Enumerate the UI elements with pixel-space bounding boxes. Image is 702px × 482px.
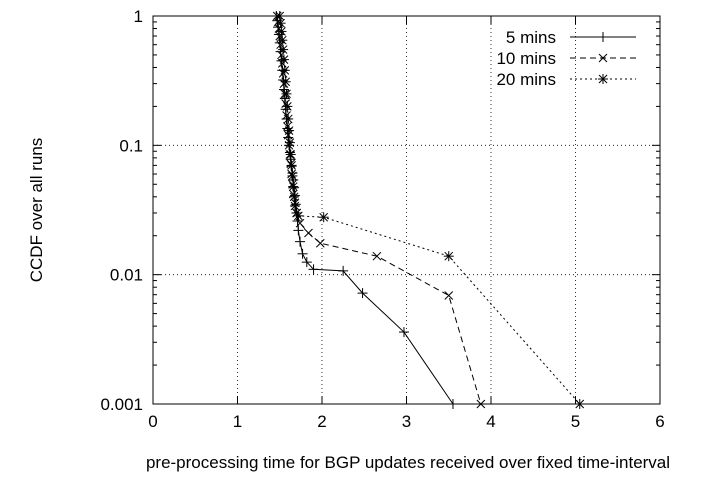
data-point — [275, 18, 286, 29]
plot-frame — [152, 15, 661, 405]
data-point — [318, 212, 329, 223]
data-point — [284, 125, 295, 136]
y-tick-label: 0.001 — [100, 395, 143, 414]
data-point — [286, 160, 297, 171]
data-point — [293, 225, 304, 236]
legend-label: 5 mins — [506, 28, 556, 47]
series-layer — [271, 11, 585, 409]
legend-marker — [598, 32, 608, 42]
y-tick-label: 1 — [134, 7, 143, 26]
data-point — [283, 113, 294, 124]
data-point — [295, 218, 305, 228]
tick-layer: 0 1 2 3 4 5 6 0.001 0.01 0.1 1 — [100, 7, 664, 431]
data-point — [295, 236, 306, 247]
data-point — [278, 44, 289, 55]
legend-marker — [598, 53, 608, 63]
x-tick-label: 5 — [571, 412, 580, 431]
legend-marker — [598, 74, 608, 84]
data-point — [279, 65, 290, 76]
series-line — [275, 15, 454, 405]
data-point — [284, 137, 295, 148]
data-point — [282, 101, 293, 112]
data-point — [301, 257, 312, 268]
x-axis-label: pre-processing time for BGP updates rece… — [146, 453, 670, 472]
y-axis-label: CCDF over all runs — [27, 138, 46, 283]
series-2 — [274, 11, 585, 409]
series-line — [276, 15, 482, 405]
data-point — [357, 288, 368, 299]
x-tick-label: 3 — [402, 412, 411, 431]
data-point — [304, 228, 313, 238]
data-point — [289, 191, 300, 202]
data-point — [291, 207, 302, 218]
data-point — [285, 149, 296, 160]
legend: 5 mins 10 mins 20 mins — [496, 28, 636, 89]
data-point — [308, 264, 319, 275]
x-tick-label: 2 — [317, 412, 326, 431]
data-point — [293, 210, 304, 221]
data-point — [287, 169, 296, 179]
legend-label: 10 mins — [496, 49, 556, 68]
legend-label: 20 mins — [496, 70, 556, 89]
data-point — [398, 327, 409, 338]
data-point — [287, 170, 298, 181]
data-point — [443, 251, 454, 262]
series-line — [279, 15, 581, 405]
data-point — [315, 238, 325, 248]
y-tick-label: 0.01 — [110, 266, 143, 285]
data-point — [338, 265, 349, 276]
data-point — [277, 35, 288, 46]
x-tick-label: 4 — [486, 412, 495, 431]
data-point — [372, 251, 382, 261]
x-tick-label: 1 — [233, 412, 242, 431]
data-point — [288, 181, 299, 192]
x-tick-label: 6 — [655, 412, 664, 431]
data-point — [276, 26, 287, 37]
x-tick-label: 0 — [148, 412, 157, 431]
grid-layer — [153, 16, 660, 404]
data-point — [278, 54, 289, 65]
data-point — [444, 291, 454, 300]
series-1 — [272, 11, 486, 409]
data-point — [280, 76, 291, 87]
y-tick-label: 0.1 — [119, 136, 143, 155]
data-point — [289, 200, 300, 211]
data-point — [297, 248, 308, 259]
data-point — [286, 159, 296, 169]
data-point — [281, 88, 292, 99]
